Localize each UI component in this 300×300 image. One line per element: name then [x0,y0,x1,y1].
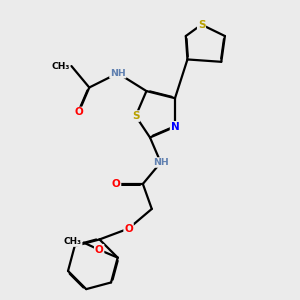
Text: O: O [95,245,103,255]
Text: CH₃: CH₃ [51,61,70,70]
Text: O: O [74,107,83,118]
Text: O: O [112,179,120,189]
Text: S: S [198,20,205,30]
Text: CH₃: CH₃ [64,237,82,246]
Text: S: S [132,111,140,121]
Text: NH: NH [153,158,169,167]
Text: NH: NH [110,69,126,78]
Text: O: O [124,224,133,234]
Text: N: N [171,122,179,132]
